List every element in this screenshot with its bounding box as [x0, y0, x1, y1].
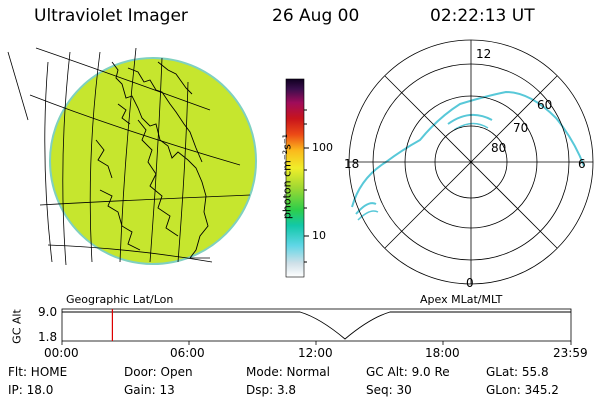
timeline-xtick-0000: 00:00: [44, 346, 79, 360]
mlat-label-80: 80: [491, 141, 507, 155]
timeline-ytick-low: 1.8: [38, 330, 58, 344]
timeline-frame: [61, 308, 572, 342]
timeline-xtick-1800: 18:00: [425, 346, 460, 360]
mlt-label-0: 0: [466, 276, 474, 290]
gc-alt-curve: [62, 311, 571, 340]
app-title: Ultraviolet Imager: [34, 6, 188, 26]
info-flt: Flt: HOME: [8, 365, 68, 379]
timeline-xtick-0600: 06:00: [170, 346, 205, 360]
colorbar-gradient: [285, 78, 305, 278]
timeline-axis-label: GC Alt: [10, 309, 24, 344]
mlat-label-70: 70: [513, 121, 529, 135]
left-panel-label: Geographic Lat/Lon: [66, 293, 174, 306]
colorbar-label-low: 10: [312, 229, 326, 242]
timeline-ytick-high: 9.0: [38, 305, 58, 319]
right-panel-label: Apex MLat/MLT: [420, 293, 503, 306]
info-glon: GLon: 345.2: [486, 383, 559, 397]
info-mode: Mode: Normal: [246, 365, 330, 379]
info-dsp: Dsp: 3.8: [246, 383, 297, 397]
info-glat: GLat: 55.8: [486, 365, 549, 379]
coastline: [95, 61, 209, 259]
timeline-xtick-2359: 23:59: [553, 346, 588, 360]
mlt-label-12: 12: [476, 47, 492, 61]
date-text: 26 Aug 00: [272, 6, 360, 26]
time-text: 02:22:13 UT: [430, 6, 535, 26]
info-ip: IP: 18.0: [8, 383, 54, 397]
info-seq: Seq: 30: [366, 383, 412, 397]
info-gc-alt: GC Alt: 9.0 Re: [366, 365, 450, 379]
polar-grid: [348, 39, 594, 285]
mlt-label-6: 6: [578, 157, 586, 171]
mlt-label-18: 18: [344, 157, 360, 171]
mlat-label-60: 60: [537, 98, 553, 112]
info-door: Door: Open: [124, 365, 193, 379]
colorbar-label-high: 100: [312, 141, 333, 154]
lat-lon-grid: [7, 47, 251, 266]
timeline-xtick-1200: 12:00: [298, 346, 333, 360]
info-gain: Gain: 13: [124, 383, 175, 397]
